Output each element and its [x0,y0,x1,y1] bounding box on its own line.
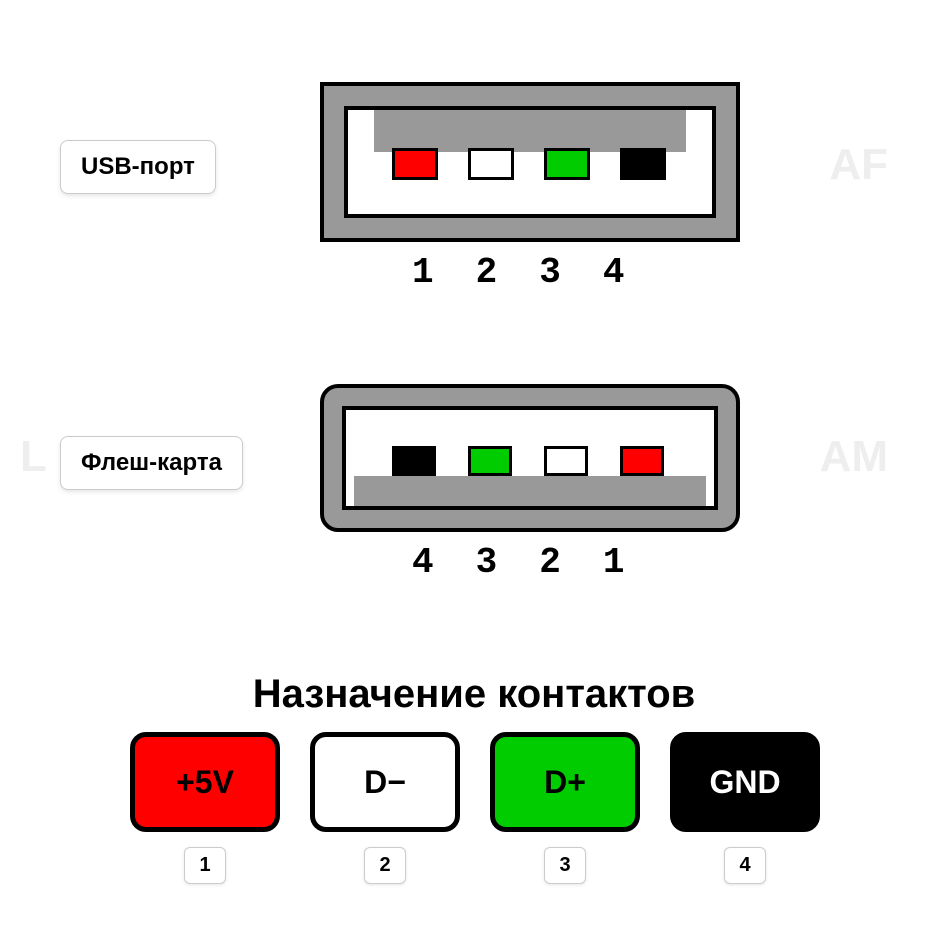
pin-4 [620,148,666,180]
label-flash-card: Флеш-карта [60,436,243,490]
connector2-inner [342,406,718,510]
connector2-num-4: 4 [412,542,434,583]
pin-3 [544,148,590,180]
connector2-numbers: 4 3 2 1 [412,542,624,583]
connector1-num-3: 3 [539,252,561,293]
connector2-pinblock [354,476,706,506]
legend-title: Назначение контактов [0,672,948,717]
connector2-num-2: 2 [539,542,561,583]
connector1-shell [320,82,740,242]
legend-item-3: D+ 3 [490,732,640,884]
legend-swatch-5v: +5V [130,732,280,832]
pin-1 [620,446,664,476]
connector2-num-1: 1 [603,542,625,583]
legend-container: +5V 1 D− 2 D+ 3 GND 4 [130,732,820,884]
watermark-af: AF [829,140,888,190]
legend-item-2: D− 2 [310,732,460,884]
legend-swatch-gnd: GND [670,732,820,832]
connector1-num-2: 2 [476,252,498,293]
connector1-inner [344,106,716,218]
legend-number-3: 3 [544,847,585,884]
connector2-num-3: 3 [476,542,498,583]
pin-2 [544,446,588,476]
legend-number-1: 1 [184,847,225,884]
connector1-num-4: 4 [603,252,625,293]
legend-swatch-dplus: D+ [490,732,640,832]
watermark-am: AM [820,432,888,482]
legend-item-1: +5V 1 [130,732,280,884]
legend-label-5v: +5V [176,764,234,801]
legend-number-2: 2 [364,847,405,884]
legend-swatch-dminus: D− [310,732,460,832]
watermark-l: L [20,432,47,482]
connector1-numbers: 1 2 3 4 [412,252,624,293]
legend-number-4: 4 [724,847,765,884]
connector-usb-port: 1 2 3 4 [320,82,740,242]
legend-label-dminus: D− [364,764,406,801]
label-usb-port: USB-порт [60,140,216,194]
connector2-shell [320,384,740,532]
legend-label-dplus: D+ [544,764,586,801]
pin-4 [392,446,436,476]
legend-item-4: GND 4 [670,732,820,884]
pin-3 [468,446,512,476]
legend-label-gnd: GND [709,764,780,801]
connector-flash-card: 4 3 2 1 [320,384,740,532]
pin-1 [392,148,438,180]
connector1-num-1: 1 [412,252,434,293]
connector1-pinblock [374,110,686,152]
pin-2 [468,148,514,180]
